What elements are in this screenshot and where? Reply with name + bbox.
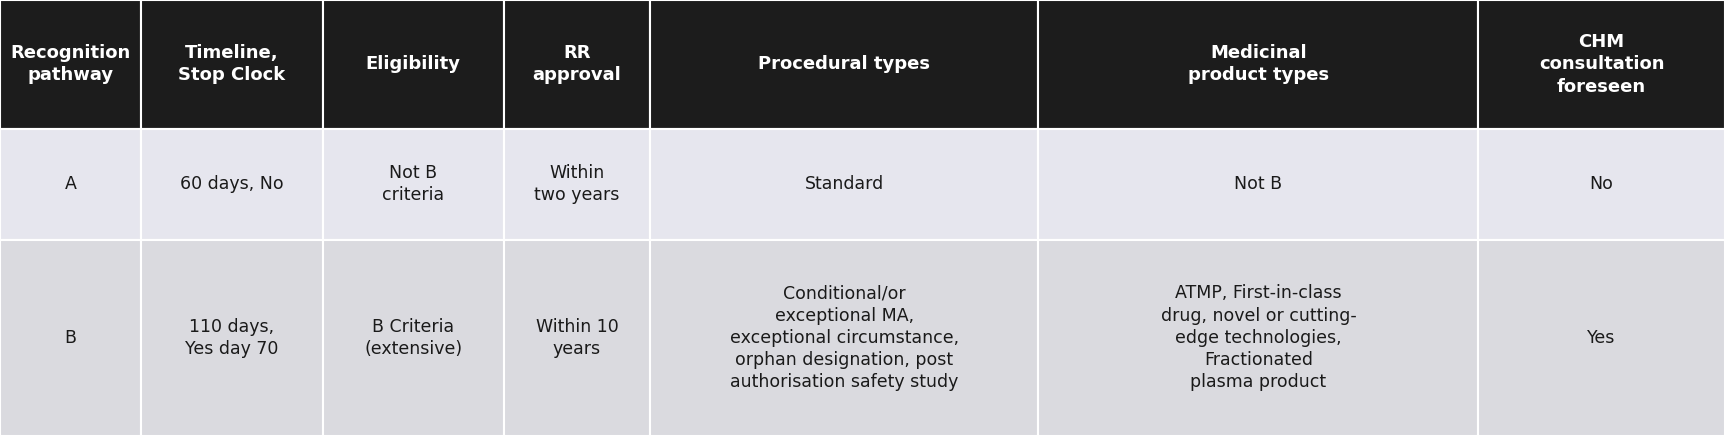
Bar xyxy=(141,129,323,240)
Text: B: B xyxy=(66,329,76,347)
Text: Standard: Standard xyxy=(806,175,883,193)
Bar xyxy=(323,240,504,436)
Bar xyxy=(0,240,141,436)
Text: CHM
consultation
foreseen: CHM consultation foreseen xyxy=(1539,33,1665,95)
Bar xyxy=(1478,240,1725,436)
Text: Recognition
pathway: Recognition pathway xyxy=(10,44,131,85)
Bar xyxy=(650,0,1038,129)
Bar xyxy=(1038,129,1478,240)
Text: Eligibility: Eligibility xyxy=(366,55,461,73)
Bar xyxy=(650,129,1038,240)
Bar xyxy=(504,0,650,129)
Bar xyxy=(1038,240,1478,436)
Text: Not B: Not B xyxy=(1235,175,1282,193)
Text: B Criteria
(extensive): B Criteria (extensive) xyxy=(364,318,462,358)
Text: Timeline,
Stop Clock: Timeline, Stop Clock xyxy=(178,44,286,85)
Text: No: No xyxy=(1590,175,1613,193)
Text: ATMP, First-in-class
drug, novel or cutting-
edge technologies,
Fractionated
pla: ATMP, First-in-class drug, novel or cutt… xyxy=(1161,285,1356,391)
Text: 110 days,
Yes day 70: 110 days, Yes day 70 xyxy=(185,318,279,358)
Bar xyxy=(323,0,504,129)
Bar xyxy=(650,240,1038,436)
Bar xyxy=(0,129,141,240)
Bar xyxy=(141,240,323,436)
Bar xyxy=(504,240,650,436)
Text: Conditional/or
exceptional MA,
exceptional circumstance,
orphan designation, pos: Conditional/or exceptional MA, exception… xyxy=(730,285,959,391)
Text: Procedural types: Procedural types xyxy=(759,55,930,73)
Bar xyxy=(323,129,504,240)
Text: 60 days, No: 60 days, No xyxy=(179,175,285,193)
Text: Yes: Yes xyxy=(1587,329,1616,347)
Bar xyxy=(1478,0,1725,129)
Text: Within 10
years: Within 10 years xyxy=(536,318,618,358)
Text: Within
two years: Within two years xyxy=(535,164,619,204)
Text: Not B
criteria: Not B criteria xyxy=(381,164,445,204)
Bar xyxy=(1038,0,1478,129)
Text: RR
approval: RR approval xyxy=(533,44,621,85)
Bar xyxy=(1478,129,1725,240)
Text: Medicinal
product types: Medicinal product types xyxy=(1189,44,1328,85)
Bar xyxy=(504,129,650,240)
Text: A: A xyxy=(66,175,76,193)
Bar xyxy=(141,0,323,129)
Bar xyxy=(0,0,141,129)
